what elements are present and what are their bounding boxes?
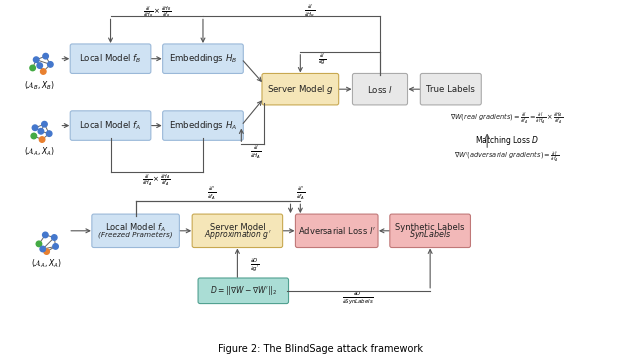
Circle shape: [47, 62, 53, 67]
Circle shape: [40, 69, 46, 74]
FancyBboxPatch shape: [353, 73, 408, 105]
FancyBboxPatch shape: [70, 44, 151, 73]
Text: $D = ||\nabla W - \nabla W^\prime||_2$: $D = ||\nabla W - \nabla W^\prime||_2$: [209, 284, 277, 297]
Circle shape: [33, 57, 39, 62]
Text: Local Model $f_B$: Local Model $f_B$: [79, 52, 142, 65]
Circle shape: [31, 133, 36, 139]
Circle shape: [37, 63, 42, 68]
FancyBboxPatch shape: [92, 214, 179, 248]
Text: Loss $l$: Loss $l$: [367, 84, 393, 95]
Text: $\frac{\partial l}{\partial g}$: $\frac{\partial l}{\partial g}$: [318, 52, 326, 67]
Circle shape: [43, 53, 49, 59]
FancyBboxPatch shape: [262, 73, 339, 105]
Text: $\frac{\partial D}{\partial g'}$: $\frac{\partial D}{\partial g'}$: [250, 256, 260, 273]
Circle shape: [53, 244, 58, 249]
FancyBboxPatch shape: [390, 214, 470, 248]
FancyBboxPatch shape: [198, 278, 289, 304]
Text: $SynLabels$: $SynLabels$: [409, 228, 451, 241]
Text: Embeddings $H_B$: Embeddings $H_B$: [169, 52, 237, 65]
Circle shape: [32, 125, 38, 130]
FancyBboxPatch shape: [163, 44, 243, 73]
FancyBboxPatch shape: [420, 73, 481, 105]
Text: $(\mathcal{A}_B, X_B)$: $(\mathcal{A}_B, X_B)$: [24, 79, 55, 92]
Circle shape: [44, 249, 49, 254]
Circle shape: [30, 65, 35, 71]
Text: $\frac{\partial l}{\partial H_A} \times \frac{\partial H_A}{\partial f_A}$: $\frac{\partial l}{\partial H_A} \times …: [142, 172, 171, 188]
Circle shape: [38, 129, 44, 134]
Text: (Freezed Prameters): (Freezed Prameters): [99, 231, 173, 238]
Circle shape: [36, 241, 42, 247]
Text: $(\mathcal{A}_A, X_A)$: $(\mathcal{A}_A, X_A)$: [24, 146, 55, 159]
Text: $\frac{\partial l}{\partial H_B}$: $\frac{\partial l}{\partial H_B}$: [305, 3, 316, 20]
Circle shape: [52, 235, 57, 240]
Text: $\frac{\partial l}{\partial H_B} \times \frac{\partial H_B}{\partial f_B}$: $\frac{\partial l}{\partial H_B} \times …: [143, 5, 172, 20]
Text: $(\mathcal{A}_A, X_A)$: $(\mathcal{A}_A, X_A)$: [31, 258, 62, 270]
Text: Matching Loss $D$: Matching Loss $D$: [475, 134, 539, 147]
FancyBboxPatch shape: [163, 111, 243, 140]
Text: Embeddings $H_A$: Embeddings $H_A$: [169, 119, 237, 132]
FancyBboxPatch shape: [192, 214, 283, 248]
Circle shape: [42, 121, 47, 127]
Text: Figure 2: The BlindSage attack framework: Figure 2: The BlindSage attack framework: [218, 344, 422, 354]
Text: Local Model $f_A$: Local Model $f_A$: [105, 222, 166, 234]
Text: $\frac{\partial D}{\partial SynLabels}$: $\frac{\partial D}{\partial SynLabels}$: [342, 289, 374, 306]
Circle shape: [39, 137, 45, 142]
Text: Local Model $f_A$: Local Model $f_A$: [79, 119, 142, 132]
Text: Synthetic Labels: Synthetic Labels: [396, 223, 465, 232]
FancyBboxPatch shape: [296, 214, 378, 248]
FancyBboxPatch shape: [70, 111, 151, 140]
Text: Adversarial Loss $l'$: Adversarial Loss $l'$: [298, 225, 376, 236]
Text: $\nabla W(real\ gradients) = \frac{\partial l}{\partial f_A} = \frac{\partial l}: $\nabla W(real\ gradients) = \frac{\part…: [450, 110, 563, 126]
Text: $\nabla W'(adversarial\ gradients) = \frac{\partial l'}{\partial f_A}$: $\nabla W'(adversarial\ gradients) = \fr…: [454, 150, 559, 164]
Text: $\frac{\partial l'}{\partial f_A}$: $\frac{\partial l'}{\partial f_A}$: [207, 185, 216, 202]
Text: Approximation $g'$: Approximation $g'$: [204, 228, 271, 241]
Text: True Labels: True Labels: [426, 85, 476, 94]
Circle shape: [43, 232, 48, 238]
Circle shape: [40, 246, 45, 252]
Circle shape: [47, 131, 52, 136]
Text: Server Model $g$: Server Model $g$: [267, 83, 333, 96]
Text: $\frac{\partial l}{\partial H_A}$: $\frac{\partial l}{\partial H_A}$: [250, 143, 262, 161]
Text: Server Model: Server Model: [209, 223, 265, 232]
Text: $\frac{\partial l'}{\partial f_A}$: $\frac{\partial l'}{\partial f_A}$: [296, 185, 305, 202]
